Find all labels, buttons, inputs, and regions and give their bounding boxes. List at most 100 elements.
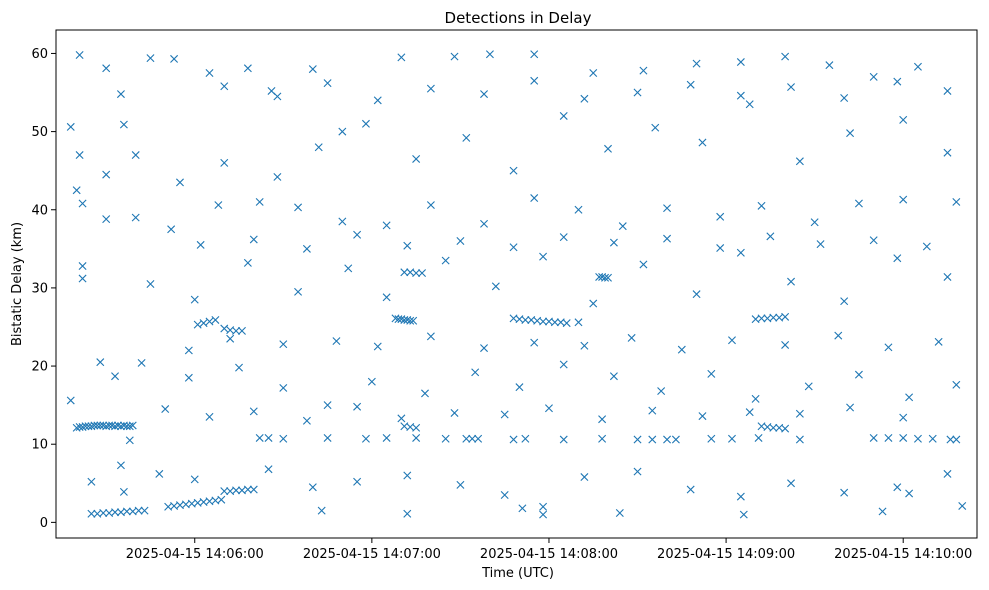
y-tick-label: 50 bbox=[31, 125, 48, 140]
data-point bbox=[509, 166, 518, 175]
data-point bbox=[562, 319, 571, 328]
data-point bbox=[78, 274, 87, 283]
data-point bbox=[462, 434, 471, 443]
data-point bbox=[539, 252, 548, 261]
data-point bbox=[648, 435, 657, 444]
data-point bbox=[87, 509, 96, 518]
data-point bbox=[184, 346, 193, 355]
data-point bbox=[787, 277, 796, 286]
data-point bbox=[728, 434, 736, 443]
data-point bbox=[530, 76, 539, 85]
data-point bbox=[75, 51, 84, 59]
data-point bbox=[716, 212, 725, 221]
data-point bbox=[589, 299, 598, 308]
data-point bbox=[353, 477, 362, 486]
data-point bbox=[884, 343, 893, 352]
data-point bbox=[400, 268, 409, 277]
data-point bbox=[193, 320, 202, 329]
data-point bbox=[243, 485, 252, 494]
data-point bbox=[736, 58, 745, 67]
data-point bbox=[294, 203, 303, 212]
data-point bbox=[102, 64, 111, 73]
data-point bbox=[834, 331, 843, 340]
data-point bbox=[905, 489, 914, 498]
data-point bbox=[521, 315, 530, 324]
data-point bbox=[480, 90, 489, 99]
data-point bbox=[468, 434, 477, 443]
data-point bbox=[279, 434, 288, 443]
data-point bbox=[232, 486, 241, 495]
data-point bbox=[412, 154, 421, 163]
data-point bbox=[928, 434, 937, 443]
data-point bbox=[781, 340, 790, 349]
x-axis-label: Time (UTC) bbox=[481, 566, 554, 581]
data-point bbox=[943, 148, 952, 157]
data-point bbox=[609, 238, 618, 247]
data-point bbox=[559, 111, 568, 120]
data-point bbox=[146, 54, 155, 63]
data-point bbox=[119, 487, 128, 496]
data-point bbox=[205, 68, 214, 77]
data-point bbox=[273, 172, 282, 181]
data-point bbox=[418, 269, 427, 278]
data-point bbox=[736, 248, 745, 257]
data-point bbox=[952, 197, 961, 206]
data-point bbox=[893, 77, 902, 86]
data-point bbox=[426, 201, 435, 210]
data-point bbox=[692, 290, 701, 299]
data-point bbox=[125, 422, 134, 431]
data-point bbox=[500, 410, 509, 419]
data-point bbox=[255, 197, 264, 206]
data-point bbox=[102, 170, 111, 179]
data-point bbox=[474, 434, 483, 443]
y-tick-label: 60 bbox=[31, 47, 48, 62]
data-point bbox=[353, 402, 362, 411]
data-point bbox=[243, 64, 252, 73]
data-point bbox=[338, 217, 347, 226]
data-point bbox=[249, 407, 258, 416]
data-point bbox=[698, 138, 707, 147]
data-point bbox=[90, 421, 99, 430]
data-point bbox=[72, 186, 81, 195]
data-point bbox=[480, 219, 489, 228]
data-point bbox=[769, 313, 778, 322]
data-point bbox=[544, 404, 553, 413]
data-point bbox=[108, 421, 117, 430]
data-point bbox=[539, 502, 548, 511]
data-point bbox=[781, 52, 790, 61]
data-point bbox=[426, 332, 435, 341]
data-point bbox=[521, 434, 530, 443]
data-point bbox=[403, 471, 412, 480]
data-point bbox=[167, 225, 176, 234]
data-point bbox=[580, 341, 589, 350]
data-point bbox=[604, 273, 612, 282]
data-point bbox=[111, 372, 120, 381]
data-point bbox=[96, 358, 105, 367]
data-point bbox=[884, 433, 893, 442]
data-point bbox=[518, 504, 527, 513]
data-point bbox=[128, 421, 137, 430]
data-point bbox=[99, 421, 108, 430]
data-points bbox=[66, 50, 967, 519]
data-point bbox=[598, 434, 607, 443]
data-point bbox=[716, 244, 725, 253]
data-point bbox=[170, 54, 179, 63]
data-point bbox=[485, 50, 494, 59]
data-point bbox=[707, 369, 716, 378]
data-point bbox=[361, 434, 370, 443]
data-point bbox=[421, 389, 429, 398]
data-point bbox=[869, 72, 878, 81]
data-point bbox=[122, 507, 131, 516]
data-point bbox=[412, 423, 421, 432]
data-point bbox=[736, 492, 745, 501]
data-point bbox=[217, 495, 226, 504]
data-point bbox=[382, 221, 391, 230]
data-point bbox=[199, 319, 208, 328]
data-point bbox=[382, 433, 391, 442]
data-point bbox=[633, 88, 642, 97]
data-point bbox=[412, 433, 421, 442]
data-point bbox=[134, 506, 143, 515]
data-point bbox=[249, 235, 258, 244]
data-point bbox=[515, 383, 524, 392]
